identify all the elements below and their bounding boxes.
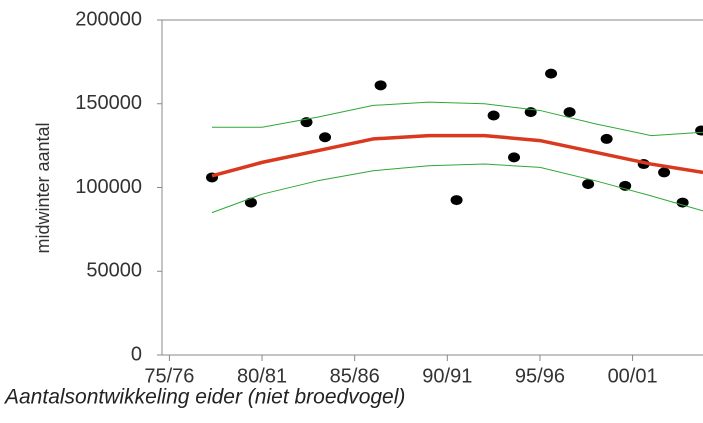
x-tick-label: 00/01 xyxy=(608,365,658,387)
trend-line xyxy=(211,133,703,178)
y-tick-label: 200000 xyxy=(75,8,142,30)
trend-line xyxy=(212,101,703,137)
data-point xyxy=(508,152,521,163)
x-tick-label: 90/91 xyxy=(422,365,472,387)
trend-line xyxy=(211,163,703,214)
data-point xyxy=(695,125,703,136)
y-axis-label: midwinter aantal xyxy=(33,122,53,253)
data-point xyxy=(582,179,595,190)
x-tick-label: 85/86 xyxy=(330,365,380,387)
data-point xyxy=(244,197,257,208)
data-point xyxy=(658,167,671,178)
data-point xyxy=(487,110,500,121)
x-tick-label: 95/96 xyxy=(515,365,565,387)
data-point xyxy=(374,80,387,91)
x-tick-label: 80/81 xyxy=(237,365,287,387)
data-point xyxy=(676,197,689,208)
data-point xyxy=(545,68,558,79)
y-tick-label: 150000 xyxy=(75,92,142,114)
data-point xyxy=(563,107,576,118)
caption: Aantalsontwikkeling eider (niet broedvog… xyxy=(3,386,405,409)
x-tick-label: 75/76 xyxy=(144,365,194,387)
data-point xyxy=(450,195,463,206)
data-point xyxy=(600,133,613,144)
y-tick-label: 100000 xyxy=(75,176,142,198)
data-point xyxy=(319,132,332,143)
y-tick-label: 0 xyxy=(131,343,142,365)
y-tick-label: 50000 xyxy=(86,260,142,282)
